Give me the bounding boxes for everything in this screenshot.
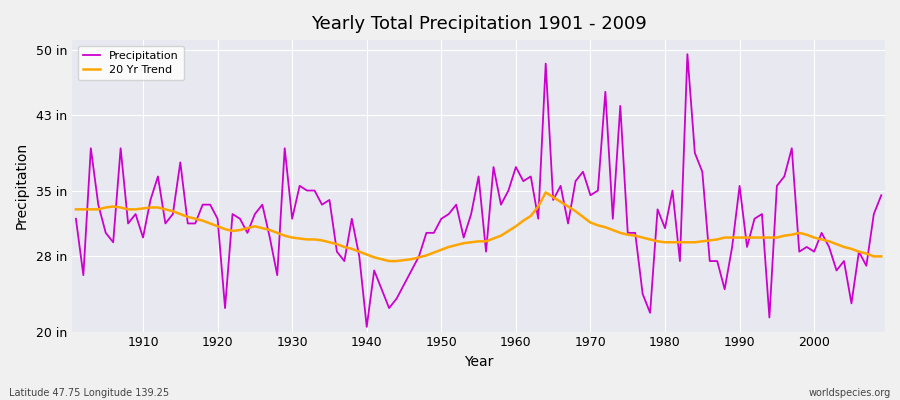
Line: 20 Yr Trend: 20 Yr Trend bbox=[76, 192, 881, 261]
Text: worldspecies.org: worldspecies.org bbox=[809, 388, 891, 398]
20 Yr Trend bbox=[294, 236, 305, 241]
Text: Latitude 47.75 Longitude 139.25: Latitude 47.75 Longitude 139.25 bbox=[9, 388, 169, 398]
Y-axis label: Precipitation: Precipitation bbox=[15, 142, 29, 230]
20 Yr Trend bbox=[70, 207, 81, 212]
20 Yr Trend bbox=[383, 259, 394, 264]
Line: Precipitation: Precipitation bbox=[76, 54, 881, 327]
Precipitation bbox=[339, 259, 350, 264]
20 Yr Trend bbox=[876, 254, 886, 259]
Precipitation bbox=[682, 52, 693, 57]
Precipitation bbox=[361, 324, 372, 329]
Precipitation bbox=[518, 179, 528, 184]
Precipitation bbox=[130, 212, 141, 216]
Title: Yearly Total Precipitation 1901 - 2009: Yearly Total Precipitation 1901 - 2009 bbox=[310, 15, 646, 33]
20 Yr Trend bbox=[510, 224, 521, 229]
Precipitation bbox=[294, 184, 305, 188]
Legend: Precipitation, 20 Yr Trend: Precipitation, 20 Yr Trend bbox=[77, 46, 184, 80]
Precipitation bbox=[608, 216, 618, 221]
X-axis label: Year: Year bbox=[464, 355, 493, 369]
20 Yr Trend bbox=[339, 244, 350, 249]
Precipitation bbox=[876, 193, 886, 198]
Precipitation bbox=[510, 165, 521, 170]
20 Yr Trend bbox=[130, 207, 141, 212]
Precipitation bbox=[70, 216, 81, 221]
20 Yr Trend bbox=[518, 218, 528, 223]
20 Yr Trend bbox=[540, 190, 551, 195]
20 Yr Trend bbox=[615, 230, 626, 235]
